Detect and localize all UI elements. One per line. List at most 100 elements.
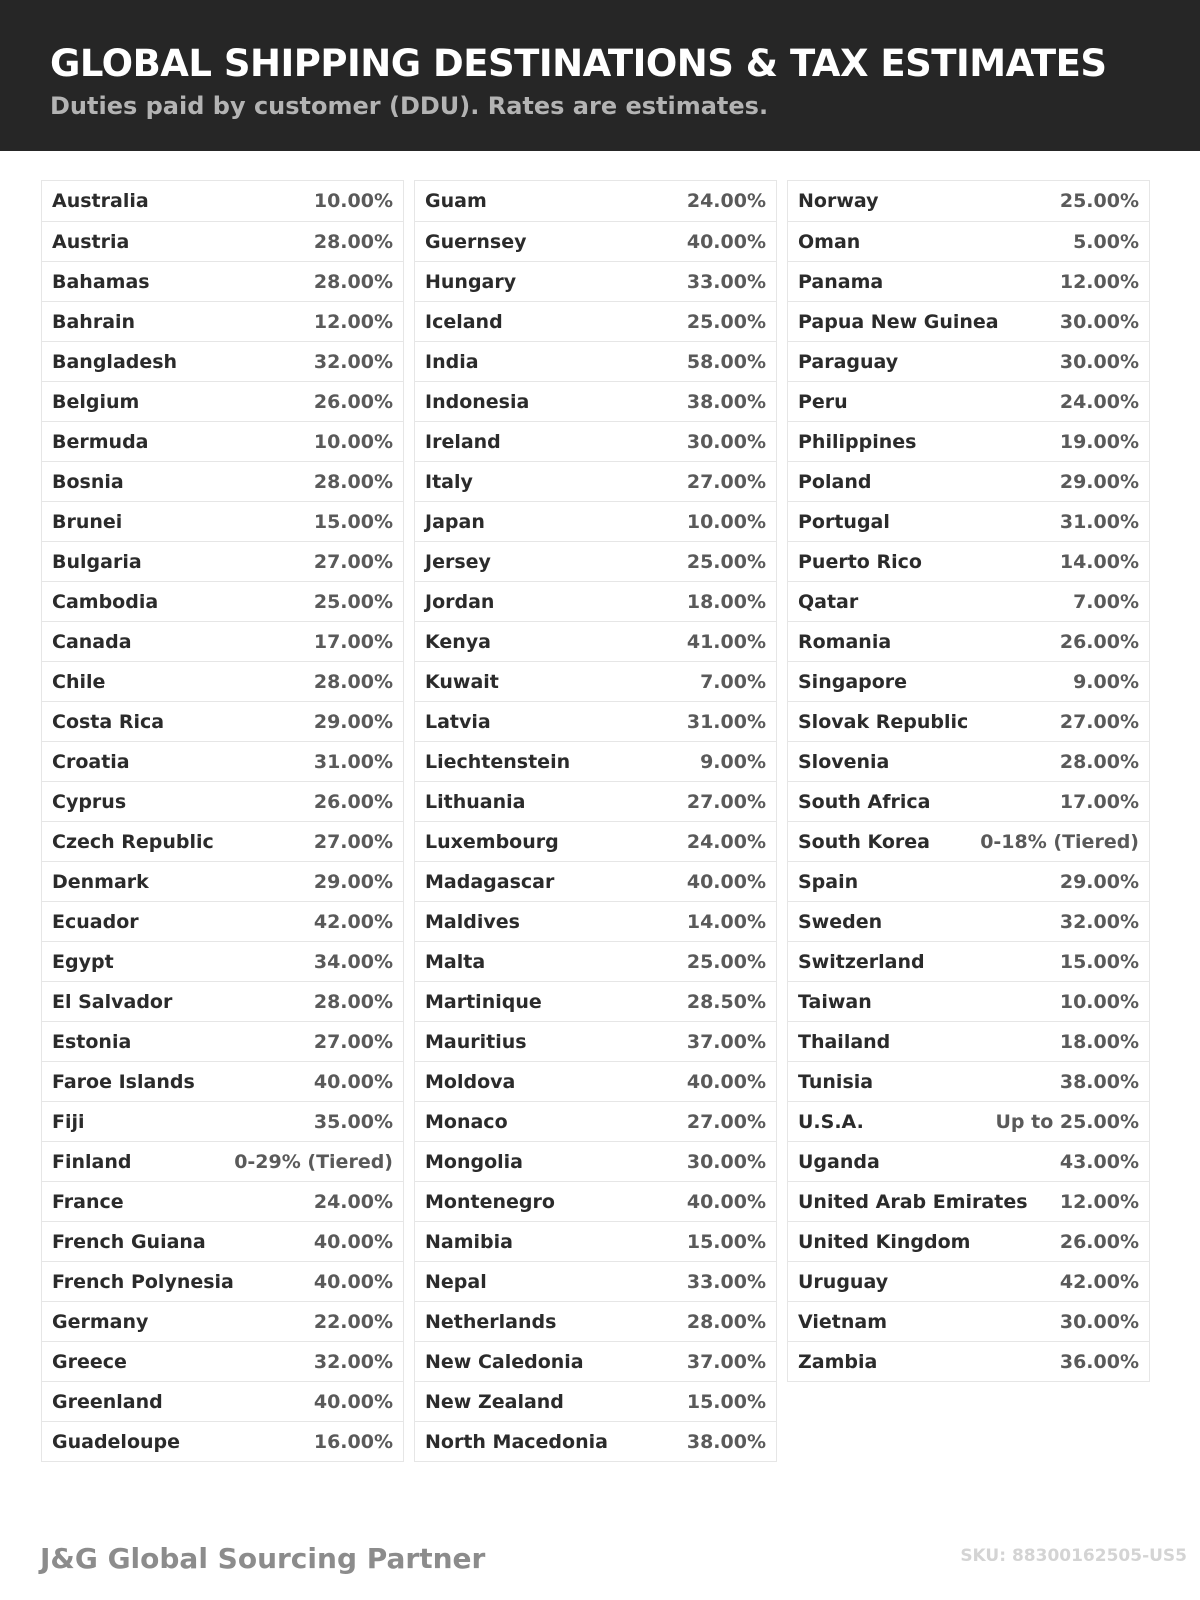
tax-rate: 34.00% [313,950,393,973]
table-row: Guadeloupe 16.00% [42,1421,403,1461]
country-name: Japan [425,510,485,533]
tax-rate: 40.00% [686,230,766,253]
table-row: Iceland 25.00% [415,301,776,341]
country-name: French Guiana [52,1230,206,1253]
table-row: El Salvador 28.00% [42,981,403,1021]
table-row: Nepal 33.00% [415,1261,776,1301]
country-name: Fiji [52,1110,85,1133]
country-name: Faroe Islands [52,1070,195,1093]
tax-rate: 40.00% [313,1230,393,1253]
tax-rate: 40.00% [313,1390,393,1413]
tax-rate: 0-29% (Tiered) [234,1150,393,1173]
tax-rate: 30.00% [1059,310,1139,333]
tax-rate: 32.00% [1059,910,1139,933]
rates-table-column-1: Australia 10.00% Austria 28.00% Bahamas 28.00… [41,180,404,1462]
country-name: Bahamas [52,270,150,293]
tax-rate: 38.00% [686,1430,766,1453]
table-row: Luxembourg 24.00% [415,821,776,861]
tax-rate: 28.50% [686,990,766,1013]
tax-rate: 14.00% [686,910,766,933]
tax-rate: 15.00% [686,1390,766,1413]
tax-rate: 30.00% [686,1150,766,1173]
country-name: Bermuda [52,430,149,453]
table-row: Slovak Republic 27.00% [788,701,1149,741]
table-row: Papua New Guinea 30.00% [788,301,1149,341]
table-row: Cyprus 26.00% [42,781,403,821]
table-row: Cambodia 25.00% [42,581,403,621]
country-name: Portugal [798,510,890,533]
page-subtitle: Duties paid by customer (DDU). Rates are… [50,92,769,120]
country-name: Chile [52,670,106,693]
table-row: Liechtenstein 9.00% [415,741,776,781]
country-name: Ireland [425,430,501,453]
table-row: Germany 22.00% [42,1301,403,1341]
tax-rate: 30.00% [1059,350,1139,373]
table-row: Costa Rica 29.00% [42,701,403,741]
table-row: French Polynesia 40.00% [42,1261,403,1301]
table-row: Spain 29.00% [788,861,1149,901]
table-row: Norway 25.00% [788,181,1149,221]
country-name: Ecuador [52,910,139,933]
tax-rate: 16.00% [313,1430,393,1453]
country-name: Germany [52,1310,149,1333]
country-name: Poland [798,470,872,493]
table-row: New Caledonia 37.00% [415,1341,776,1381]
tax-rate: 32.00% [313,1350,393,1373]
country-name: New Caledonia [425,1350,584,1373]
tax-rate: 38.00% [686,390,766,413]
country-name: El Salvador [52,990,173,1013]
tax-rate: 22.00% [313,1310,393,1333]
tax-rate: 12.00% [313,310,393,333]
table-row: Finland 0-29% (Tiered) [42,1141,403,1181]
country-name: Austria [52,230,130,253]
table-row: South Korea 0-18% (Tiered) [788,821,1149,861]
country-name: Bahrain [52,310,136,333]
tax-rate: 19.00% [1059,430,1139,453]
table-row: Namibia 15.00% [415,1221,776,1261]
tax-rate: 15.00% [1059,950,1139,973]
tax-rate: 26.00% [313,790,393,813]
tax-rate: 27.00% [1059,710,1139,733]
table-row: Ecuador 42.00% [42,901,403,941]
table-row: Bahrain 12.00% [42,301,403,341]
tax-rate: 29.00% [1059,470,1139,493]
table-row: United Arab Emirates 12.00% [788,1181,1149,1221]
country-name: French Polynesia [52,1270,234,1293]
tax-rate: 25.00% [686,550,766,573]
table-row: Denmark 29.00% [42,861,403,901]
table-row: Romania 26.00% [788,621,1149,661]
tax-rate: 28.00% [1059,750,1139,773]
country-name: Qatar [798,590,859,613]
table-row: Guam 24.00% [415,181,776,221]
tax-rate: 41.00% [686,630,766,653]
tax-rate: 15.00% [686,1230,766,1253]
tax-rate: 43.00% [1059,1150,1139,1173]
table-row: Guernsey 40.00% [415,221,776,261]
tax-rate: 37.00% [686,1350,766,1373]
tax-rate: 5.00% [1073,230,1139,253]
table-row: Fiji 35.00% [42,1101,403,1141]
table-row: Moldova 40.00% [415,1061,776,1101]
table-row: U.S.A. Up to 25.00% [788,1101,1149,1141]
country-name: Liechtenstein [425,750,571,773]
country-name: Croatia [52,750,130,773]
country-name: Bulgaria [52,550,142,573]
tax-rate: 12.00% [1059,1190,1139,1213]
tax-rate: 24.00% [313,1190,393,1213]
tax-rate: 10.00% [313,430,393,453]
table-row: Malta 25.00% [415,941,776,981]
country-name: India [425,350,479,373]
tax-rate: 29.00% [1059,870,1139,893]
tax-rate: 25.00% [313,590,393,613]
sku-label: SKU: 88300162505-US5 [960,1546,1187,1566]
tax-rate: 18.00% [686,590,766,613]
tax-rate: 31.00% [1059,510,1139,533]
table-row: Monaco 27.00% [415,1101,776,1141]
table-row: Switzerland 15.00% [788,941,1149,981]
country-name: Uruguay [798,1270,889,1293]
tax-rate: 42.00% [313,910,393,933]
tax-rate: 29.00% [313,710,393,733]
table-row: Kuwait 7.00% [415,661,776,701]
rates-table-column-3: Norway 25.00% Oman 5.00% Panama 12.00% Papua N… [787,180,1150,1382]
country-name: Guernsey [425,230,527,253]
